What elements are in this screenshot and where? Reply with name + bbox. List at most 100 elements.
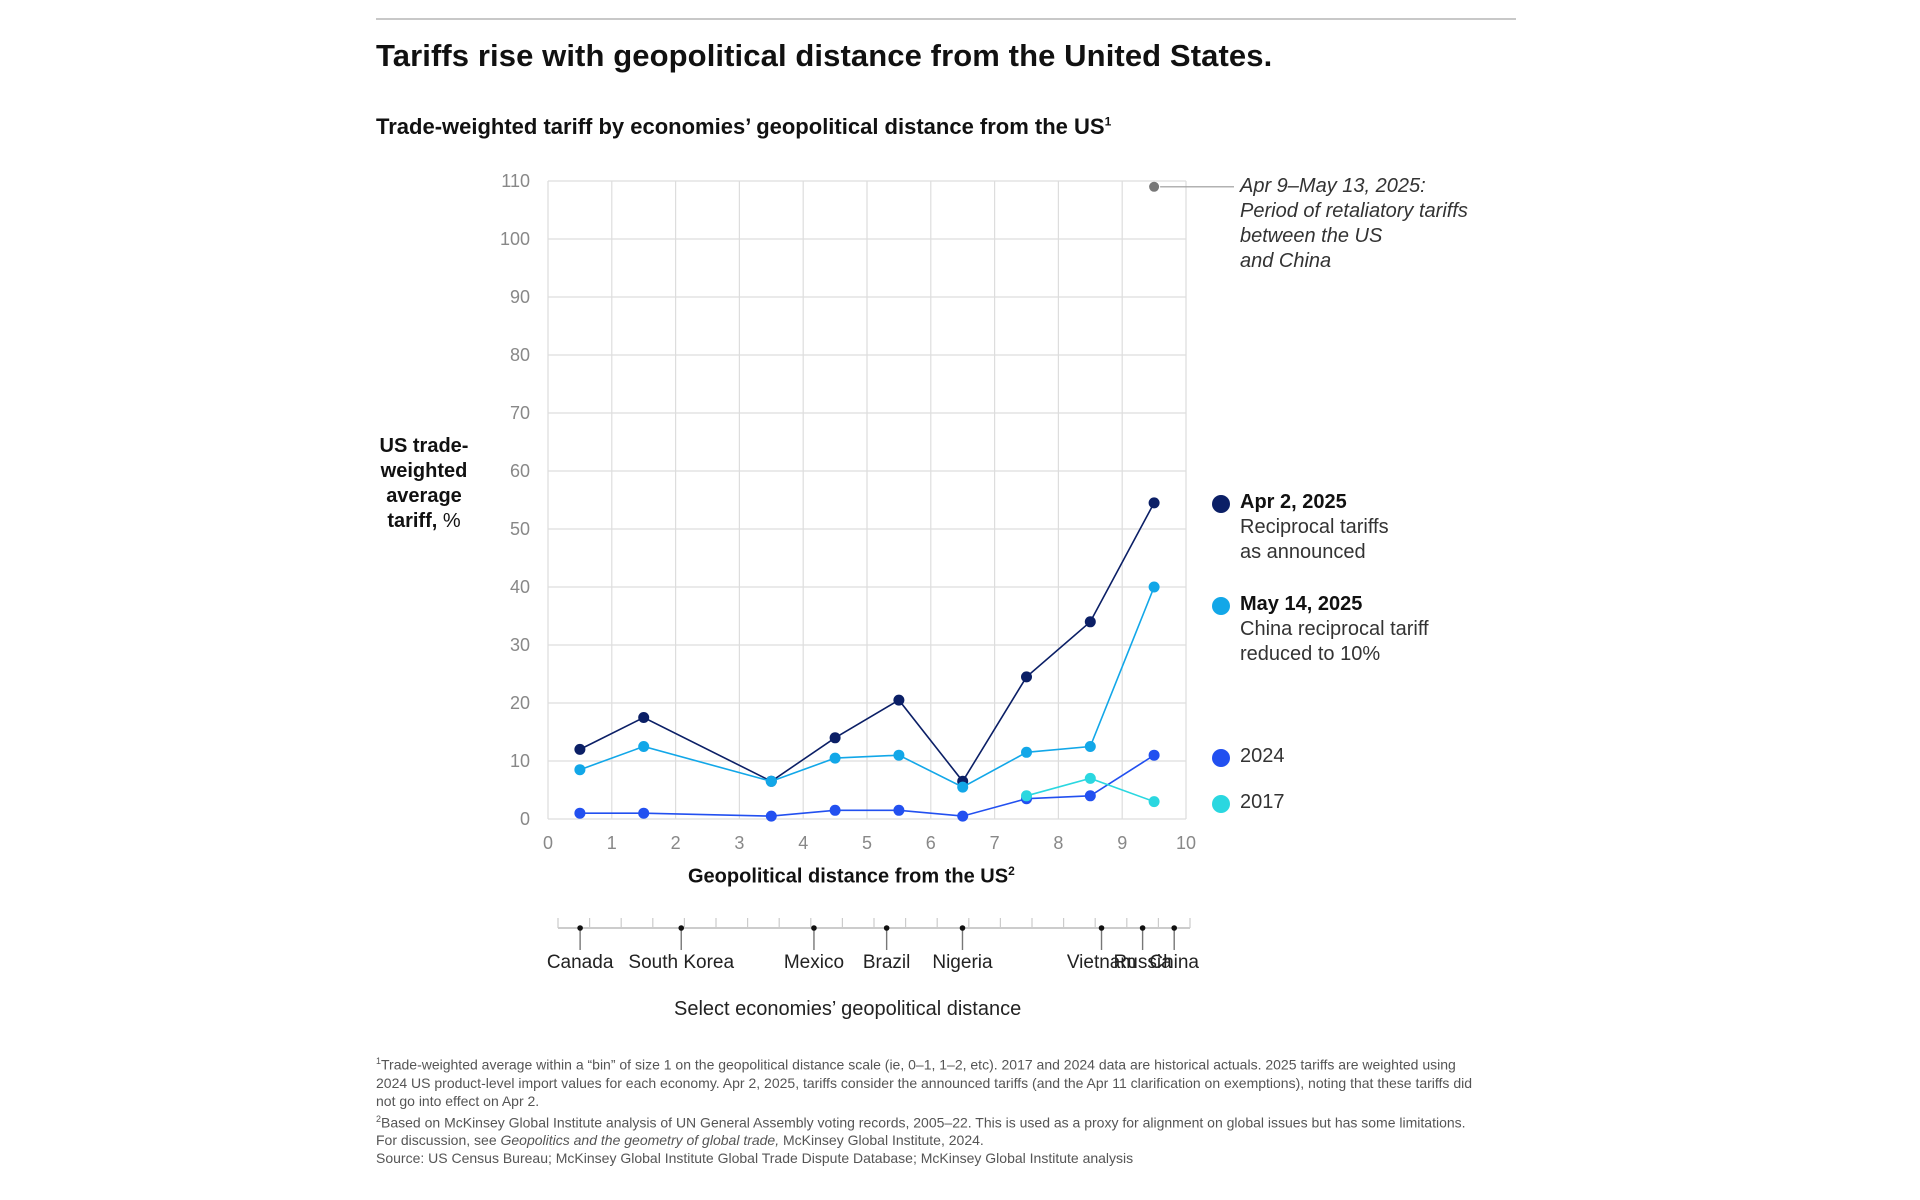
economy-label: Canada (546, 952, 614, 973)
x-axis-footnote-marker: 2 (1008, 864, 1015, 878)
economy-marker-dot (678, 925, 685, 931)
legend-item-2017: 2017 (1212, 790, 1285, 815)
footnote-1: 1Trade-weighted average within a “bin” o… (376, 1052, 1486, 1110)
retaliatory-annotation: Apr 9–May 13, 2025: Period of retaliator… (1240, 174, 1468, 274)
data-point-apr2025 (638, 712, 650, 723)
data-point-apr2025 (1084, 616, 1096, 628)
data-point-y2024 (1084, 790, 1096, 802)
legend-title: Apr 2, 2025 (1240, 491, 1347, 513)
data-point-may2025 (1084, 741, 1096, 752)
footnote-2: 2Based on McKinsey Global Institute anal… (376, 1110, 1486, 1150)
y-tick-label: 50 (510, 519, 530, 539)
y-tick-label: 30 (510, 635, 530, 655)
annotation-line: and China (1240, 250, 1332, 272)
footnote-2-publication: Geopolitics and the geometry of global t… (500, 1132, 780, 1149)
data-point-may2025 (574, 764, 586, 776)
y-tick-label: 90 (510, 287, 530, 307)
economy-marker-dot (1098, 925, 1105, 931)
economy-marker-dot (1171, 925, 1177, 931)
data-point-may2025 (1148, 581, 1160, 593)
data-point-y2024 (893, 804, 905, 816)
annotation-line: Apr 9–May 13, 2025: (1240, 175, 1426, 197)
footnote-2-text-end: McKinsey Global Institute, 2024. (779, 1132, 984, 1149)
annotation-line: between the US (1240, 225, 1383, 247)
footnote-marker: 1 (376, 1056, 382, 1066)
x-tick-label: 9 (1117, 833, 1127, 853)
legend-dot (1212, 495, 1230, 513)
economy-marker-dot (1139, 925, 1146, 931)
data-point-retaliatory (1149, 181, 1160, 192)
economy-label: Vietnam (1066, 952, 1137, 973)
data-point-y2024 (1148, 749, 1160, 761)
legend-item-apr2025: Apr 2, 2025 Reciprocal tariffs as announ… (1212, 490, 1389, 565)
y-axis-label-text: US trade-weighted average tariff, (379, 435, 469, 532)
legend-desc: reduced to 10% (1240, 643, 1381, 665)
subtitle-footnote-marker: 1 (1104, 114, 1112, 129)
data-point-apr2025 (1148, 497, 1160, 509)
economy-label: Russia (1113, 952, 1172, 973)
footnotes: 1Trade-weighted average within a “bin” o… (376, 1052, 1486, 1167)
data-point-may2025 (829, 752, 841, 764)
economy-marker-dot (883, 925, 890, 931)
legend-item-2024: 2024 (1212, 744, 1285, 769)
legend-dot (1212, 597, 1230, 615)
y-tick-label: 60 (510, 461, 530, 481)
x-tick-label: 6 (926, 833, 936, 853)
y-tick-label: 10 (510, 751, 530, 771)
legend-dot (1212, 749, 1230, 767)
legend-title: May 14, 2025 (1240, 593, 1363, 615)
x-axis-label: Geopolitical distance from the US2 (688, 864, 1015, 889)
data-point-may2025 (1021, 746, 1032, 758)
legend-desc: as announced (1240, 541, 1366, 563)
legend-title: 2017 (1240, 791, 1285, 813)
data-point-y2017 (1021, 790, 1032, 802)
x-tick-label: 4 (798, 833, 808, 853)
chart-title: Tariffs rise with geopolitical distance … (376, 38, 1273, 73)
data-point-apr2025 (1021, 671, 1032, 683)
economies-caption: Select economies’ geopolitical distance (674, 998, 1022, 1020)
data-point-y2024 (574, 807, 586, 819)
legend-desc: China reciprocal tariff (1240, 618, 1429, 640)
economy-marker-dot (811, 925, 817, 931)
x-tick-label: 3 (734, 833, 744, 853)
x-tick-label: 8 (1053, 833, 1063, 853)
economy-label: China (1149, 952, 1200, 973)
x-tick-label: 0 (543, 833, 553, 853)
source-note: Source: US Census Bureau; McKinsey Globa… (376, 1150, 1134, 1167)
economy-marker-dot (577, 925, 583, 931)
data-point-y2024 (765, 810, 777, 822)
x-tick-label: 5 (862, 833, 872, 853)
data-point-y2024 (829, 804, 841, 816)
data-point-y2017 (1084, 772, 1096, 784)
x-tick-label: 10 (1176, 833, 1196, 853)
data-point-may2025 (638, 741, 650, 752)
y-tick-label: 70 (510, 403, 530, 423)
economy-marker-dot (959, 925, 966, 931)
legend-item-may2025: May 14, 2025 China reciprocal tariff red… (1212, 592, 1429, 667)
data-point-may2025 (765, 775, 777, 787)
y-axis-unit: % (442, 510, 461, 532)
economy-label: Mexico (783, 952, 845, 973)
top-divider (376, 18, 1516, 20)
footnote-marker: 2 (376, 1113, 382, 1124)
x-axis-label-text: Geopolitical distance from the US (688, 865, 1009, 888)
data-point-y2024 (638, 807, 650, 819)
x-tick-label: 1 (607, 833, 617, 853)
footnote-1-text: Trade-weighted average within a “bin” of… (376, 1056, 1472, 1109)
chart-subtitle: Trade-weighted tariff by economies’ geop… (376, 114, 1111, 140)
data-point-may2025 (893, 749, 905, 761)
y-axis-label: US trade-weighted average tariff, % (376, 434, 472, 534)
legend-dot (1212, 795, 1230, 813)
legend-desc: Reciprocal tariffs (1240, 516, 1389, 538)
data-point-y2024 (957, 810, 969, 822)
data-point-apr2025 (829, 732, 841, 744)
data-point-apr2025 (574, 743, 586, 755)
y-tick-label: 100 (500, 229, 530, 249)
economy-label: Brazil (862, 952, 911, 973)
footnote-2-text: Based on McKinsey Global Institute analy… (376, 1114, 1466, 1149)
annotation-line: Period of retaliatory tariffs (1240, 200, 1468, 222)
data-point-may2025 (957, 781, 969, 793)
legend-title: 2024 (1240, 745, 1285, 767)
economy-label: Nigeria (932, 952, 993, 973)
